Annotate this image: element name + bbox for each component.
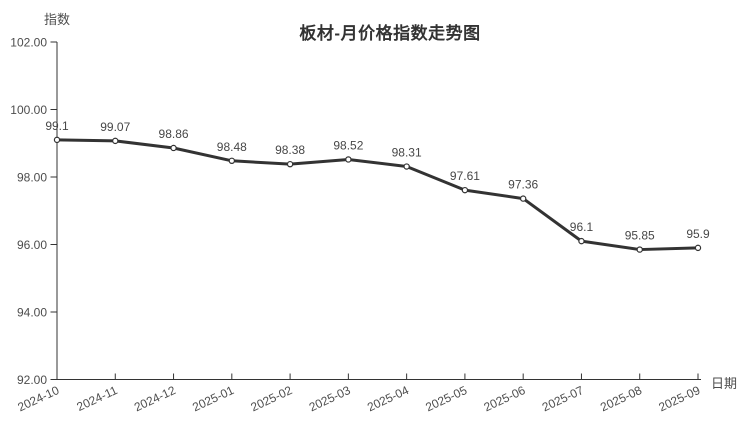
data-point-label: 97.61 — [450, 169, 480, 183]
x-tick-label: 2025-02 — [249, 383, 295, 414]
data-point-marker — [636, 246, 643, 253]
data-point-marker — [519, 195, 527, 202]
data-point-label: 98.38 — [275, 143, 305, 157]
y-tick-label: 94.00 — [17, 306, 47, 320]
x-tick-label: 2025-08 — [598, 383, 644, 414]
data-point-marker — [228, 157, 236, 164]
data-point-label: 95.85 — [625, 229, 655, 243]
x-tick-label: 2025-09 — [656, 383, 702, 414]
data-point-marker — [345, 156, 352, 163]
x-axis-name: 日期 — [711, 376, 738, 391]
data-point-label: 96.1 — [570, 220, 594, 234]
data-point-label: 99.1 — [45, 119, 69, 133]
data-point-label: 95.9 — [686, 227, 710, 241]
data-point-marker — [170, 144, 177, 152]
data-point-label: 98.86 — [159, 127, 189, 141]
x-tick-label: 2025-01 — [190, 383, 236, 414]
x-tick-label: 2025-04 — [365, 383, 411, 414]
y-tick-label: 102.00 — [10, 36, 47, 50]
line-series — [55, 138, 700, 252]
chart-title: 板材-月价格指数走势图 — [299, 24, 481, 43]
x-tick-label: 2024-12 — [132, 383, 178, 414]
x-tick-label: 2025-07 — [540, 383, 586, 414]
data-point-marker — [694, 244, 702, 252]
data-point-label: 98.31 — [392, 146, 422, 160]
data-point-marker — [403, 163, 410, 170]
x-tick-label: 2025-03 — [307, 383, 353, 414]
y-tick-label: 100.00 — [10, 103, 47, 117]
data-point-marker — [286, 160, 294, 168]
y-tick-label: 98.00 — [17, 171, 47, 185]
x-tick-label: 2024-10 — [15, 383, 61, 414]
x-tick-label: 2025-05 — [423, 383, 469, 414]
y-tick-label: 92.00 — [17, 373, 47, 387]
data-point-label: 98.48 — [217, 140, 247, 154]
data-point-label: 98.52 — [333, 138, 363, 152]
y-axis-name: 指数 — [44, 12, 71, 27]
data-point-label: 97.36 — [508, 178, 538, 192]
y-tick-label: 96.00 — [17, 238, 47, 252]
x-tick-label: 2024-11 — [75, 383, 120, 414]
data-point-marker — [112, 137, 119, 145]
data-point-marker — [578, 237, 585, 245]
data-point-label: 99.07 — [100, 120, 130, 134]
data-point-marker — [461, 186, 469, 194]
data-point-marker — [53, 136, 61, 144]
x-tick-label: 2025-06 — [482, 383, 528, 414]
